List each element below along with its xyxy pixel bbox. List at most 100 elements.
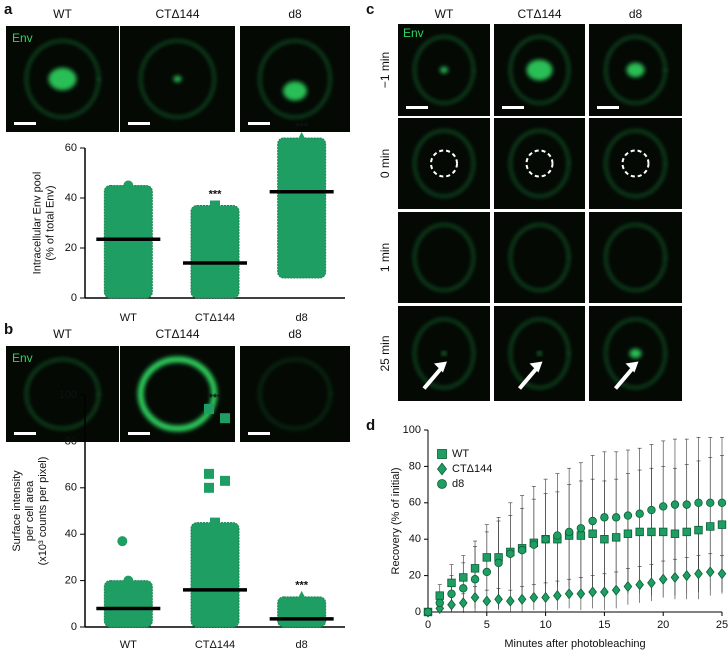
image-label: WT	[53, 7, 72, 21]
marker	[447, 578, 456, 588]
micrograph	[589, 306, 682, 401]
marker	[600, 586, 609, 598]
y-tick-label: 100	[403, 424, 421, 436]
marker	[564, 527, 574, 537]
vesicle-cluster	[48, 67, 77, 91]
marker	[647, 505, 656, 515]
y-axis-label: Intracellular Env pool	[31, 172, 43, 275]
y-axis-label: (% of total Env)	[44, 185, 56, 260]
marker	[210, 200, 220, 211]
marker	[706, 522, 715, 531]
marker	[220, 413, 230, 424]
marker	[576, 588, 586, 600]
marker	[447, 589, 456, 598]
vesicle-cluster	[629, 348, 642, 359]
vesicle-cluster	[173, 75, 182, 83]
x-tick-label: WT	[120, 639, 137, 651]
y-tick-label: 60	[409, 497, 421, 509]
x-tick-label: 15	[598, 619, 610, 631]
cell-outline	[413, 129, 475, 198]
cell-outline	[258, 358, 332, 430]
marker	[670, 529, 680, 538]
marker	[470, 564, 480, 573]
vesicle-cluster	[442, 351, 446, 356]
cell-outline	[604, 223, 667, 292]
marker	[123, 575, 134, 586]
y-tick-label: 60	[65, 142, 77, 154]
arrow	[613, 367, 635, 390]
y-tick-label: 20	[65, 575, 77, 587]
marker	[670, 500, 680, 509]
scale-bar	[128, 432, 150, 435]
cell-outline	[139, 39, 216, 119]
marker	[541, 591, 550, 604]
scale-bar	[128, 122, 150, 125]
marker	[659, 502, 668, 511]
marker	[482, 595, 492, 607]
y-axis-label: (x10³ counts per pixel)	[37, 457, 49, 566]
marker	[435, 591, 444, 600]
image-background	[398, 118, 490, 209]
marker	[117, 536, 128, 547]
cell-outline	[413, 35, 475, 105]
y-tick-label: 60	[65, 482, 77, 494]
micrograph	[398, 24, 490, 116]
scale-bar	[14, 122, 36, 125]
panel-label: b	[4, 321, 13, 338]
marker	[296, 132, 308, 143]
marker	[682, 570, 692, 582]
y-axis-label: Surface intensity	[11, 470, 23, 552]
vesicle-cluster	[537, 351, 542, 356]
marker	[682, 500, 691, 509]
marker	[670, 571, 680, 584]
marker	[435, 598, 444, 608]
marker	[623, 529, 633, 538]
bleach-region	[430, 149, 458, 178]
marker	[635, 579, 644, 591]
scale-bar	[248, 122, 270, 125]
channel-label: Env	[12, 351, 33, 365]
row-label: −1 min	[378, 52, 392, 88]
image-label: WT	[53, 327, 72, 341]
row-label: 25 min	[378, 335, 392, 371]
panel-label: c	[366, 1, 374, 18]
y-axis-label: per cell area	[24, 480, 36, 541]
point-cloud	[190, 205, 240, 299]
marker	[682, 527, 691, 537]
marker	[220, 475, 230, 486]
cell-outline	[25, 39, 100, 119]
marker	[204, 403, 214, 414]
marker	[576, 524, 586, 533]
marker	[437, 449, 447, 459]
marker	[553, 531, 562, 540]
marker	[459, 573, 468, 582]
point-cloud	[190, 522, 240, 628]
bleach-region	[621, 149, 650, 178]
x-tick-label: CTΔ144	[195, 639, 235, 651]
cell-outline	[509, 223, 570, 292]
cell-outline	[413, 223, 475, 292]
image-background	[589, 212, 682, 303]
cell-outline	[137, 356, 218, 432]
significance: ***	[295, 580, 309, 592]
x-axis-label: Minutes after photobleaching	[504, 638, 645, 650]
marker	[623, 511, 633, 520]
y-tick-label: 0	[71, 621, 77, 633]
cell-outline	[509, 129, 570, 198]
image-label: CTΔ144	[155, 7, 199, 21]
cell-outline	[509, 35, 570, 105]
scale-bar	[502, 106, 524, 109]
scale-bar	[248, 432, 270, 435]
micrograph	[494, 212, 585, 303]
marker	[529, 540, 539, 549]
x-tick-label: 20	[657, 619, 669, 631]
x-tick-label: d8	[296, 639, 308, 651]
marker	[436, 462, 448, 476]
marker	[423, 607, 433, 617]
marker	[658, 573, 668, 585]
arrow	[517, 367, 539, 390]
cell-outline	[509, 318, 570, 389]
arrow-head	[529, 361, 543, 373]
marker	[635, 527, 644, 537]
